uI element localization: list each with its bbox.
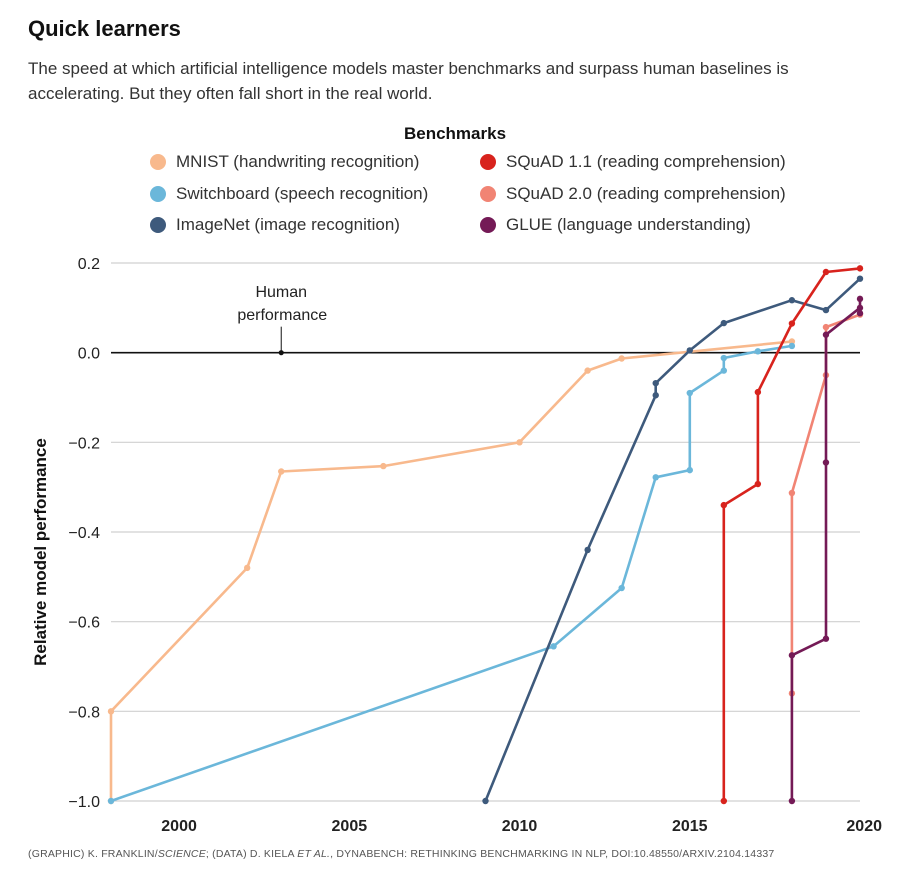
- data-point: [856, 275, 864, 282]
- data-point: [686, 466, 693, 474]
- x-tick-label: 2020: [846, 818, 882, 835]
- source-credit-part: , DYNABENCH: RETHINKING BENCHMARKING IN …: [330, 848, 775, 860]
- legend-item: SQuAD 1.1 (reading comprehension): [480, 152, 786, 172]
- data-point: [652, 474, 659, 481]
- data-point: [788, 297, 796, 304]
- data-point: [380, 462, 387, 470]
- data-point: [788, 797, 796, 805]
- data-point: [754, 480, 762, 488]
- legend-swatch: [150, 154, 166, 170]
- x-tick-label: 2000: [161, 818, 197, 835]
- data-point: [720, 319, 728, 327]
- legend-swatch: [150, 186, 166, 202]
- data-point: [550, 643, 557, 650]
- data-point: [516, 439, 523, 446]
- y-tick-label: 0.2: [78, 256, 100, 273]
- legend-item: Switchboard (speech recognition): [150, 184, 428, 204]
- x-tick-label: 2005: [332, 818, 368, 835]
- legend-item: GLUE (language understanding): [480, 215, 751, 235]
- legend-label: GLUE (language understanding): [506, 215, 751, 234]
- source-credit-part: SCIENCE: [157, 848, 206, 860]
- legend-label: SQuAD 2.0 (reading comprehension): [506, 184, 786, 203]
- annotation-text: Human: [255, 284, 307, 301]
- data-point: [584, 367, 591, 374]
- y-tick-label: −0.8: [68, 704, 100, 721]
- data-point: [278, 468, 285, 475]
- data-point: [822, 635, 830, 642]
- data-point: [822, 459, 830, 466]
- data-point: [822, 331, 830, 338]
- data-point: [788, 320, 796, 327]
- data-point: [788, 652, 796, 659]
- data-point: [720, 354, 728, 362]
- y-axis-label: Relative model performance: [31, 438, 50, 666]
- data-point: [720, 797, 728, 805]
- data-point: [754, 388, 762, 396]
- data-point: [822, 323, 830, 331]
- data-point: [652, 392, 659, 399]
- legend-swatch: [150, 217, 166, 233]
- x-tick-label: 2015: [672, 818, 708, 835]
- data-point: [107, 708, 115, 715]
- data-point: [788, 489, 796, 497]
- legend-label: ImageNet (image recognition): [176, 215, 400, 234]
- data-point: [243, 564, 251, 572]
- source-credit-part: (GRAPHIC) K. FRANKLIN/: [28, 848, 158, 860]
- legend-swatch: [480, 217, 496, 233]
- line-chart: 0.2 0.0 −0.2 −0.4 −0.6 −0.8 −1.0 2000 2005 2010 20…: [31, 256, 882, 835]
- data-point: [856, 265, 864, 272]
- y-tick-label: −1.0: [68, 794, 100, 811]
- annotation-text: performance: [237, 307, 327, 324]
- data-point: [584, 546, 591, 554]
- y-tick-label: −0.4: [68, 525, 100, 542]
- data-point: [107, 797, 115, 805]
- legend-label: SQuAD 1.1 (reading comprehension): [506, 152, 786, 171]
- series-line-3: [484, 277, 862, 803]
- y-tick-label: −0.6: [68, 615, 100, 632]
- data-point: [482, 797, 489, 805]
- series-line-6: [790, 297, 862, 803]
- data-point: [720, 501, 728, 509]
- data-point: [720, 367, 728, 374]
- legend-item: ImageNet (image recognition): [150, 215, 400, 235]
- data-point: [822, 268, 830, 276]
- chart-subtitle: The speed at which artificial intelligen…: [28, 59, 789, 103]
- source-credit: (GRAPHIC) K. FRANKLIN/SCIENCE; (DATA) D.…: [28, 848, 774, 860]
- source-credit-part: ET AL.: [297, 848, 331, 860]
- data-point: [618, 584, 625, 592]
- data-point: [686, 389, 693, 397]
- data-point: [652, 379, 659, 387]
- data-point: [856, 295, 864, 303]
- legend-swatch: [480, 154, 496, 170]
- y-tick-label: 0.0: [78, 346, 100, 363]
- data-point: [788, 338, 796, 345]
- data-point: [822, 306, 830, 314]
- series-line-2: [109, 344, 794, 803]
- legend-label: MNIST (handwriting recognition): [176, 152, 420, 171]
- data-point: [856, 310, 864, 317]
- source-credit-part: ; (DATA) D. KIELA: [205, 848, 298, 860]
- data-point: [856, 304, 864, 312]
- legend-item: SQuAD 2.0 (reading comprehension): [480, 184, 786, 204]
- annotation-point: [278, 350, 284, 356]
- data-point: [686, 347, 693, 354]
- x-tick-label: 2010: [502, 818, 538, 835]
- legend-title: Benchmarks: [403, 124, 507, 143]
- legend-swatch: [480, 186, 496, 202]
- data-point: [754, 348, 762, 355]
- y-tick-label: −0.2: [68, 435, 100, 452]
- legend-label: Switchboard (speech recognition): [176, 184, 429, 203]
- data-point: [788, 342, 796, 350]
- data-point: [618, 355, 625, 362]
- legend-item: MNIST (handwriting recognition): [150, 152, 419, 172]
- chart-title: Quick learners: [28, 16, 181, 41]
